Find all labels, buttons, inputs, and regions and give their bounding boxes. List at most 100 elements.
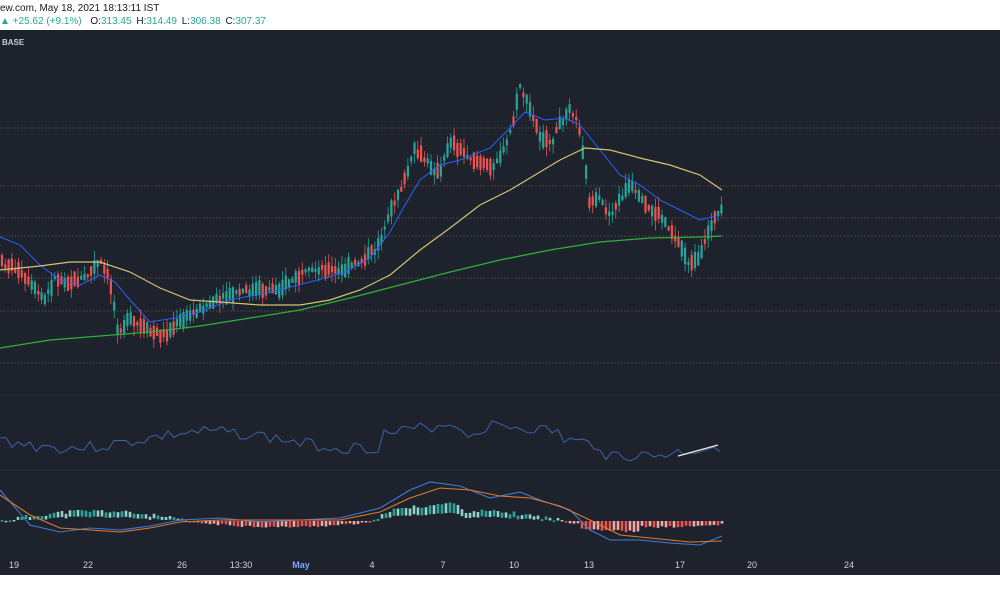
candle-body [288, 279, 291, 288]
candle-body [684, 247, 687, 265]
candle-body [307, 267, 310, 272]
macd-histogram-bar [464, 513, 468, 519]
macd-histogram-bar [76, 509, 80, 517]
candle-body [334, 266, 337, 274]
candle-body [621, 195, 624, 201]
macd-histogram-bar [84, 510, 88, 517]
macd-histogram-bar [328, 521, 332, 526]
candle-body [50, 279, 53, 296]
close-value: 307.37 [235, 16, 267, 27]
candle-body [654, 207, 657, 221]
candle-body [552, 138, 555, 145]
macd-histogram-bar [140, 514, 144, 519]
candle-body [515, 93, 518, 110]
macd-histogram-bar [256, 521, 260, 528]
candle-body [472, 152, 475, 169]
price-change: +25.62 (+9.1%) [12, 16, 82, 27]
macd-histogram-bar [432, 505, 436, 515]
macd-histogram-bar [688, 521, 692, 527]
macd-histogram-bar [280, 521, 284, 527]
candle-body [354, 259, 357, 265]
candle-body [40, 292, 43, 301]
macd-histogram-bar [416, 507, 420, 516]
macd-histogram-bar [564, 521, 568, 523]
macd-histogram-bar [300, 521, 304, 527]
macd-histogram-bar [220, 521, 224, 524]
candle-body [393, 200, 396, 206]
macd-histogram-bar [392, 508, 396, 516]
rsi-line [0, 420, 721, 462]
exchange-label: BASE [2, 38, 25, 47]
candle-body [268, 287, 271, 291]
chart-info-bar: ew.com, May 18, 2021 18:13:11 IST ▲ +25.… [0, 0, 1000, 30]
macd-histogram-bar [628, 521, 632, 531]
candle-body [647, 204, 650, 211]
macd-histogram-bar [60, 511, 64, 518]
macd-histogram-bar [496, 511, 500, 518]
macd-histogram-bar [156, 515, 160, 520]
macd-histogram-bar [272, 521, 276, 527]
low-label: L: [181, 16, 191, 27]
chart-panel[interactable] [0, 30, 1000, 575]
x-axis-tick-label: 13:30 [229, 560, 253, 570]
candle-body [109, 278, 112, 295]
candle-body [327, 262, 330, 275]
macd-histogram-bar [696, 521, 700, 526]
macd-histogram-bar [556, 518, 560, 521]
candle-body [172, 321, 175, 335]
candle-body [591, 196, 594, 206]
candle-body [202, 305, 205, 314]
candle-body [248, 289, 251, 297]
macd-histogram-bar [632, 521, 636, 533]
macd-histogram-bar [640, 521, 644, 526]
macd-histogram-bar [52, 512, 56, 518]
macd-histogram-bar [532, 516, 536, 520]
candle-body [416, 149, 419, 159]
macd-histogram-bar [136, 514, 140, 519]
x-axis-tick-label: 22 [82, 560, 94, 570]
symbol-timestamp: ew.com, May 18, 2021 18:13:11 IST [0, 3, 160, 14]
macd-histogram-bar [508, 514, 512, 519]
candle-body [4, 264, 7, 269]
macd-histogram-bar [484, 510, 488, 517]
macd-histogram-bar [520, 515, 524, 520]
x-axis-tick-label: 13 [583, 560, 595, 570]
candle-body [179, 314, 182, 327]
macd-histogram-bar [152, 513, 156, 519]
candle-body [700, 244, 703, 259]
candle-body [637, 190, 640, 202]
macd-histogram-bar [404, 508, 408, 516]
candle-body [489, 158, 492, 176]
candle-body [631, 181, 634, 192]
macd-histogram-bar [340, 521, 344, 524]
candle-body [132, 316, 136, 327]
candle-body [387, 214, 390, 222]
macd-histogram-bar [160, 516, 164, 520]
candle-body [611, 211, 614, 216]
candle-body [103, 264, 106, 274]
candle-body [152, 325, 155, 340]
candle-body [436, 162, 439, 179]
x-axis-tick-label: 7 [440, 560, 446, 570]
macd-histogram-bar [664, 521, 668, 528]
macd-histogram-bar [320, 521, 324, 526]
signal-line [0, 487, 723, 543]
candle-body [367, 247, 370, 260]
macd-histogram-bar [364, 521, 368, 523]
candle-body [548, 139, 551, 144]
candle-body [651, 205, 654, 217]
candle-body [175, 318, 178, 327]
macd-histogram-bar [212, 521, 216, 524]
macd-histogram-bar [112, 511, 116, 518]
candle-body [429, 160, 433, 175]
macd-histogram-bar [356, 521, 360, 525]
high-value: 314.49 [146, 16, 177, 27]
candle-body [73, 271, 76, 287]
x-axis-tick-label: 19 [8, 560, 20, 570]
candle-body [449, 137, 452, 148]
macd-histogram-bar [396, 508, 400, 516]
macd-histogram-bar [100, 510, 104, 517]
macd-histogram-bar [32, 515, 36, 520]
candle-body [396, 189, 400, 201]
